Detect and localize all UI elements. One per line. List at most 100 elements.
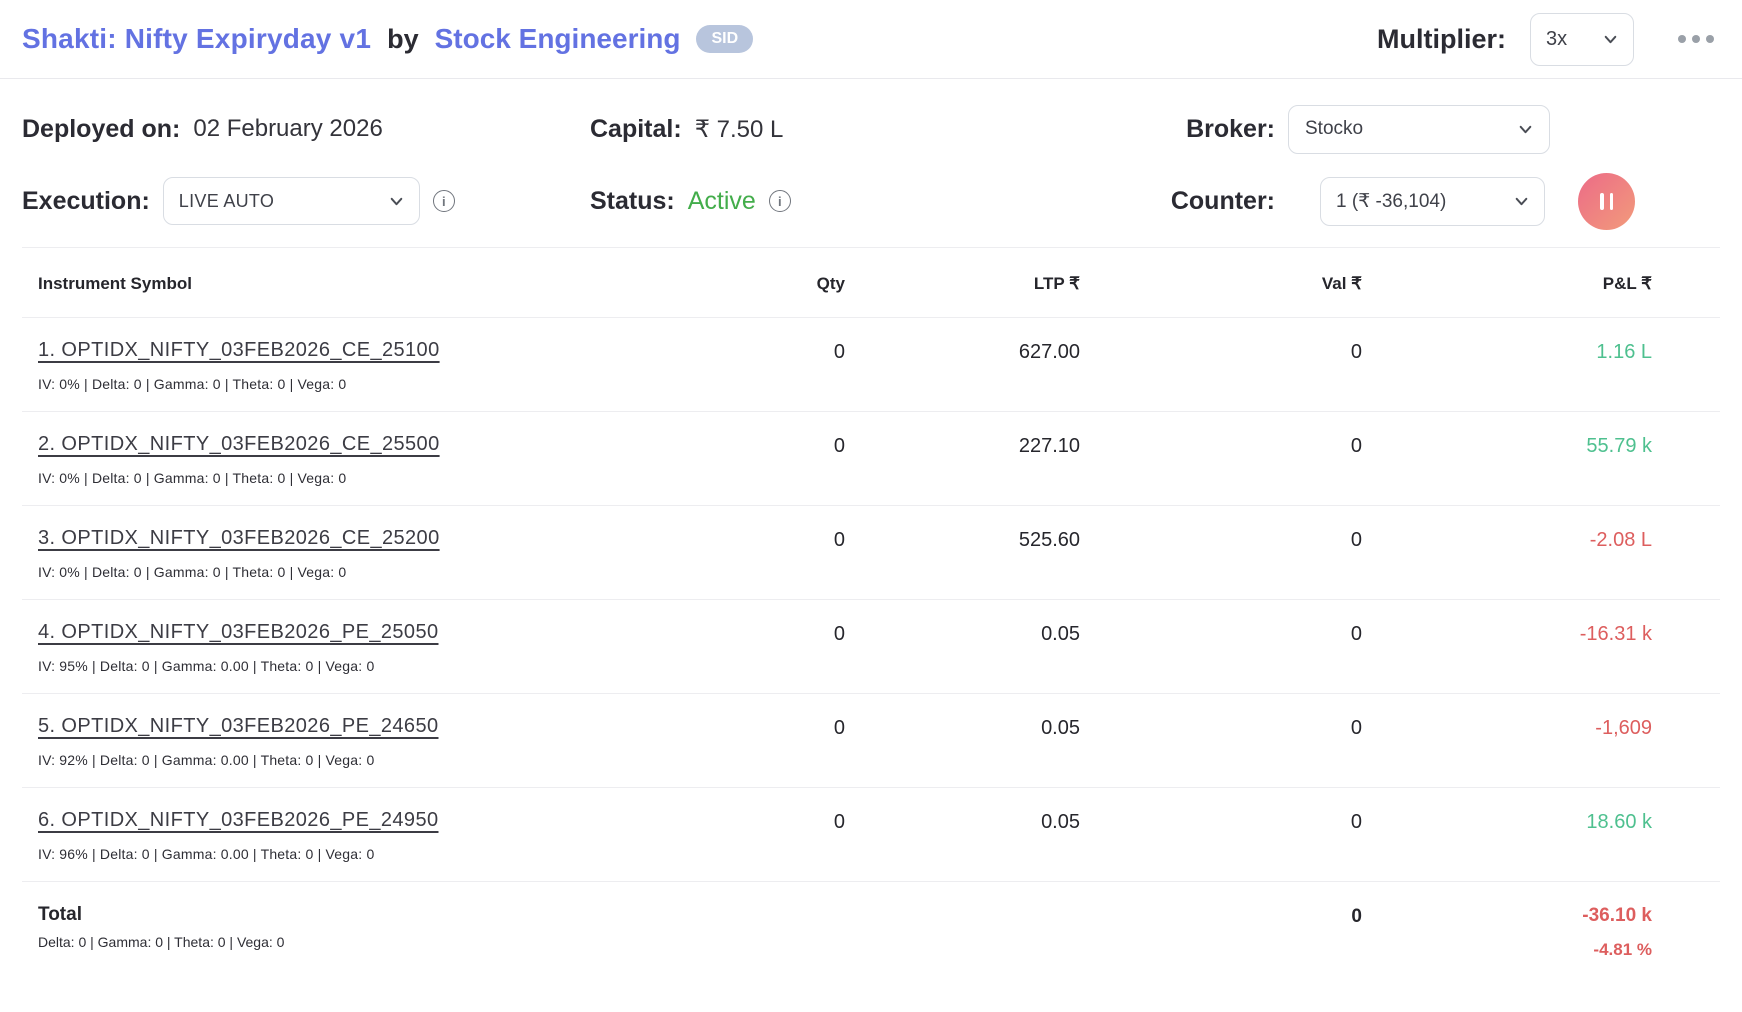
chevron-down-icon (1604, 35, 1617, 43)
execution-info-icon[interactable]: i (432, 190, 455, 212)
capital-value: ₹ 7.50 L (694, 115, 784, 143)
counter-select[interactable]: 1 (₹ -36,104) (1320, 176, 1545, 226)
broker-value: Stocko (1305, 118, 1364, 139)
by-label: by (387, 23, 419, 54)
col-val: Val ₹ (1321, 274, 1362, 293)
counter-value: 1 (₹ -36,104) (1336, 190, 1447, 212)
col-instrument: Instrument Symbol (38, 274, 192, 293)
table-row: 5. OPTIDX_NIFTY_03FEB2026_PE_24650 IV: 9… (22, 694, 1720, 788)
total-label: Total (38, 904, 82, 925)
status-info-icon[interactable]: i (768, 190, 791, 212)
pnl-value: 55.79 k (1586, 435, 1652, 457)
instruments-table: Instrument Symbol Qty LTP ₹ Val ₹ P&L ₹ … (22, 247, 1720, 987)
chevron-down-icon (1515, 197, 1528, 205)
multiplier-label: Multiplier: (1377, 23, 1506, 54)
ltp-value: 0.05 (1041, 717, 1080, 739)
strategy-name-link[interactable]: Shakti: Nifty Expiryday v1 (22, 23, 372, 54)
instrument-link[interactable]: 5. OPTIDX_NIFTY_03FEB2026_PE_24650 (38, 715, 439, 737)
ltp-value: 525.60 (1018, 529, 1080, 551)
table-row: 6. OPTIDX_NIFTY_03FEB2026_PE_24950 IV: 9… (22, 788, 1720, 882)
table-row: 4. OPTIDX_NIFTY_03FEB2026_PE_25050 IV: 9… (22, 600, 1720, 694)
pnl-value: -16.31 k (1579, 623, 1652, 645)
instrument-link[interactable]: 6. OPTIDX_NIFTY_03FEB2026_PE_24950 (38, 809, 439, 831)
topbar: Shakti: Nifty Expiryday v1 by Stock Engi… (0, 0, 1742, 79)
pnl-value: 18.60 k (1586, 811, 1652, 833)
chevron-down-icon (1519, 125, 1532, 133)
ltp-value: 227.10 (1018, 435, 1080, 457)
execution-label: Execution: (22, 186, 150, 215)
table-row: 1. OPTIDX_NIFTY_03FEB2026_CE_25100 IV: 0… (22, 318, 1720, 412)
instrument-link[interactable]: 2. OPTIDX_NIFTY_03FEB2026_CE_25500 (38, 433, 440, 455)
table-row: 3. OPTIDX_NIFTY_03FEB2026_CE_25200 IV: 0… (22, 506, 1720, 600)
more-options-button[interactable] (1676, 29, 1716, 49)
greeks-text: IV: 0% | Delta: 0 | Gamma: 0 | Theta: 0 … (38, 376, 347, 392)
multiplier-value: 3x (1546, 27, 1568, 50)
total-val-value: 0 (1351, 906, 1362, 927)
greeks-text: IV: 0% | Delta: 0 | Gamma: 0 | Theta: 0 … (38, 470, 347, 486)
pnl-value: -2.08 L (1589, 529, 1652, 551)
val-value: 0 (1350, 529, 1362, 551)
val-value: 0 (1350, 341, 1362, 363)
topbar-right: Multiplier: 3x (1377, 12, 1716, 66)
qty-value: 0 (833, 623, 845, 645)
qty-value: 0 (833, 717, 845, 739)
dot-icon (1692, 35, 1700, 43)
execution: Execution: LIVE AUTO i (22, 177, 590, 225)
val-value: 0 (1350, 811, 1362, 833)
greeks-text: IV: 0% | Delta: 0 | Gamma: 0 | Theta: 0 … (38, 564, 347, 580)
pnl-value: 1.16 L (1596, 341, 1652, 363)
qty-value: 0 (833, 811, 845, 833)
dot-icon (1706, 35, 1714, 43)
chevron-down-icon (390, 197, 403, 205)
deployed-on-label: Deployed on: (22, 114, 181, 143)
broker-label: Broker: (1186, 114, 1275, 143)
col-pnl: P&L ₹ (1602, 274, 1652, 293)
table-row: 2. OPTIDX_NIFTY_03FEB2026_CE_25500 IV: 0… (22, 412, 1720, 506)
instrument-link[interactable]: 3. OPTIDX_NIFTY_03FEB2026_CE_25200 (38, 527, 440, 549)
qty-value: 0 (833, 435, 845, 457)
capital: Capital: ₹ 7.50 L (590, 115, 1042, 144)
capital-label: Capital: (590, 114, 682, 143)
pnl-value: -1,609 (1595, 717, 1652, 739)
col-qty: Qty (816, 274, 845, 293)
multiplier-select[interactable]: 3x (1530, 12, 1634, 66)
author-link[interactable]: Stock Engineering (434, 23, 681, 54)
title-group: Shakti: Nifty Expiryday v1 by Stock Engi… (22, 23, 754, 55)
broker: Broker: Stocko (1042, 104, 1720, 154)
total-pnl-percent: -4.81 % (1593, 940, 1652, 959)
val-value: 0 (1350, 623, 1362, 645)
dot-icon (1678, 35, 1686, 43)
instrument-link[interactable]: 4. OPTIDX_NIFTY_03FEB2026_PE_25050 (38, 621, 439, 643)
pause-icon (1600, 192, 1613, 210)
counter-label: Counter: (1170, 186, 1275, 215)
status: Status: Active i (590, 187, 1042, 216)
counter: Counter: 1 (₹ -36,104) (1042, 172, 1720, 230)
total-row: Total Delta: 0 | Gamma: 0 | Theta: 0 | V… (22, 882, 1720, 987)
pause-button[interactable] (1578, 172, 1635, 230)
qty-value: 0 (833, 529, 845, 551)
ltp-value: 627.00 (1018, 341, 1080, 363)
val-value: 0 (1350, 717, 1362, 739)
total-pnl-value: -36.10 k (1582, 905, 1652, 926)
ltp-value: 0.05 (1041, 623, 1080, 645)
instrument-link[interactable]: 1. OPTIDX_NIFTY_03FEB2026_CE_25100 (38, 339, 440, 361)
greeks-text: IV: 95% | Delta: 0 | Gamma: 0.00 | Theta… (38, 658, 375, 674)
status-value: Active (687, 186, 756, 215)
sid-badge: SID (696, 25, 754, 53)
deployed-on-value: 02 February 2026 (193, 115, 383, 142)
total-greeks-text: Delta: 0 | Gamma: 0 | Theta: 0 | Vega: 0 (38, 934, 285, 950)
val-value: 0 (1350, 435, 1362, 457)
greeks-text: IV: 92% | Delta: 0 | Gamma: 0.00 | Theta… (38, 752, 375, 768)
col-ltp: LTP ₹ (1033, 274, 1080, 293)
status-label: Status: (590, 186, 675, 215)
execution-select[interactable]: LIVE AUTO (162, 177, 420, 225)
greeks-text: IV: 96% | Delta: 0 | Gamma: 0.00 | Theta… (38, 846, 375, 862)
table-header: Instrument Symbol Qty LTP ₹ Val ₹ P&L ₹ (22, 248, 1720, 318)
deployment-info: Deployed on: 02 February 2026 Capital: ₹… (0, 79, 1742, 245)
broker-select[interactable]: Stocko (1288, 104, 1550, 154)
deployed-on: Deployed on: 02 February 2026 (22, 115, 590, 144)
ltp-value: 0.05 (1041, 811, 1080, 833)
qty-value: 0 (833, 341, 845, 363)
execution-value: LIVE AUTO (178, 190, 275, 211)
